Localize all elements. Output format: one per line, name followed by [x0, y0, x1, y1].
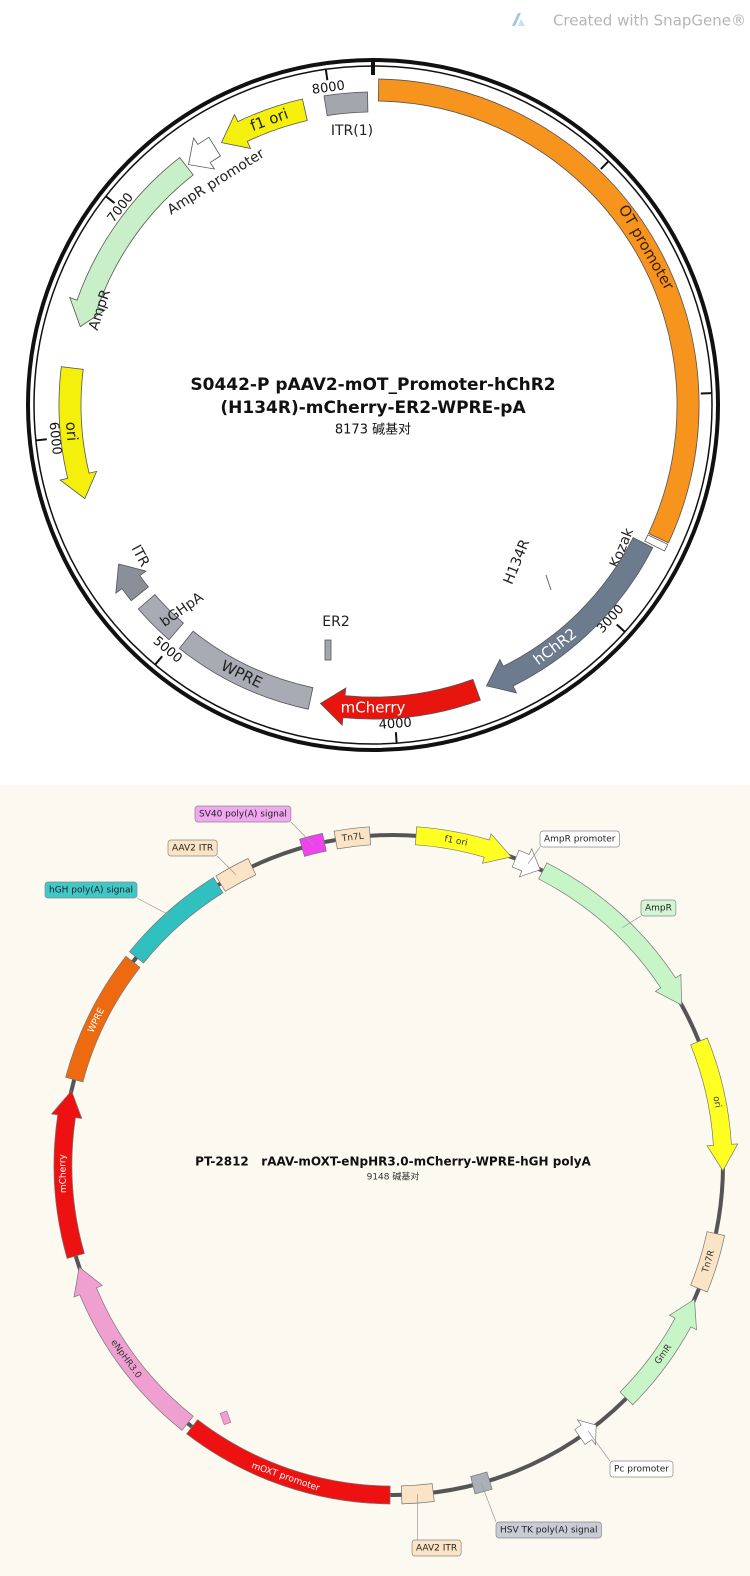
tick-mark: [324, 69, 329, 81]
leader-line: [587, 1430, 611, 1462]
feature-label: hGH poly(A) signal: [49, 886, 133, 896]
leader-line: [480, 1482, 497, 1523]
feature: [324, 639, 332, 661]
feature: [401, 1483, 435, 1505]
feature: [69, 157, 194, 328]
tick-mark: [35, 438, 47, 442]
feature: [137, 594, 184, 641]
label-box: [194, 805, 292, 823]
feature: [545, 574, 552, 591]
label-box: [495, 1521, 602, 1539]
top-background: [0, 0, 750, 785]
feature-label: mCherry: [341, 699, 406, 717]
tick-label: 8000: [311, 78, 346, 97]
label-box: [167, 839, 218, 857]
map-title: PT-2812 rAAV-mOXT-eNpHR3.0-mCherry-WPRE-…: [195, 1155, 591, 1169]
feature: [690, 1037, 739, 1172]
label-box: [640, 899, 677, 917]
tick-mark: [154, 655, 163, 666]
label-box: [411, 1539, 462, 1557]
tick-mark: [600, 160, 610, 170]
feature-label: AAV2 ITR: [416, 1544, 457, 1554]
feature: [188, 136, 221, 170]
small-feature: [219, 1410, 232, 1426]
feature-label: AmpR: [645, 904, 672, 914]
feature: [619, 1298, 697, 1406]
feature-label: ITR(1): [331, 123, 373, 139]
map-size: 8173 碱基对: [335, 423, 411, 438]
label-box: [609, 1460, 674, 1478]
feature: [644, 534, 669, 552]
tick-label: 4000: [378, 716, 412, 733]
feature: [574, 1419, 597, 1446]
tick-label: 6000: [46, 421, 64, 455]
watermark: Created with SnapGene®: [553, 12, 746, 30]
leader-line: [527, 846, 541, 865]
feature: [538, 862, 682, 1006]
feature: [485, 537, 654, 694]
feature-label: ori: [62, 421, 82, 442]
leader-line: [622, 915, 642, 928]
feature: [220, 98, 308, 149]
map-title: (H134R)-mCherry-ER2-WPRE-pA: [220, 398, 526, 418]
feature-label: mCherry: [58, 1153, 69, 1193]
tick-mark: [616, 623, 626, 633]
leader-line: [216, 855, 237, 875]
feature: [178, 630, 314, 710]
feature: [415, 826, 512, 864]
feature-label: Pc promoter: [614, 1465, 669, 1475]
bottom-background: [0, 785, 750, 1576]
feature: [65, 955, 141, 1083]
tick-mark: [105, 195, 116, 204]
feature: [129, 877, 224, 964]
map-title: S0442-P pAAV2-mOT_Promoter-hChR2: [190, 375, 555, 395]
feature-label: ori: [710, 1095, 722, 1108]
leader-line: [136, 897, 175, 919]
feature-label: AAV2 ITR: [172, 844, 213, 854]
feature-label: HSV TK poly(A) signal: [500, 1526, 597, 1536]
feature-label: f1 ori: [443, 834, 468, 848]
map-size: 9148 碱基对: [367, 1171, 420, 1183]
feature: [50, 1090, 85, 1259]
feature-label: SV40 poly(A) signal: [199, 810, 287, 820]
feature-label: Tn7L: [340, 832, 364, 845]
feature-label: ER2: [322, 614, 349, 630]
feature-label: AmpR promoter: [544, 835, 616, 845]
feature: [377, 78, 700, 544]
feature: [690, 1231, 726, 1293]
feature: [58, 366, 98, 500]
label-box: [44, 881, 138, 899]
feature: [511, 847, 541, 878]
feature: [186, 1419, 391, 1505]
feature: [115, 563, 149, 602]
feature: [319, 678, 481, 727]
leader-line: [290, 821, 314, 846]
feature: [323, 91, 369, 117]
feature: [333, 826, 371, 850]
tick-mark: [394, 732, 398, 744]
label-box: [539, 830, 620, 848]
snapgene-logo: [512, 13, 525, 26]
feature: [73, 1266, 194, 1431]
